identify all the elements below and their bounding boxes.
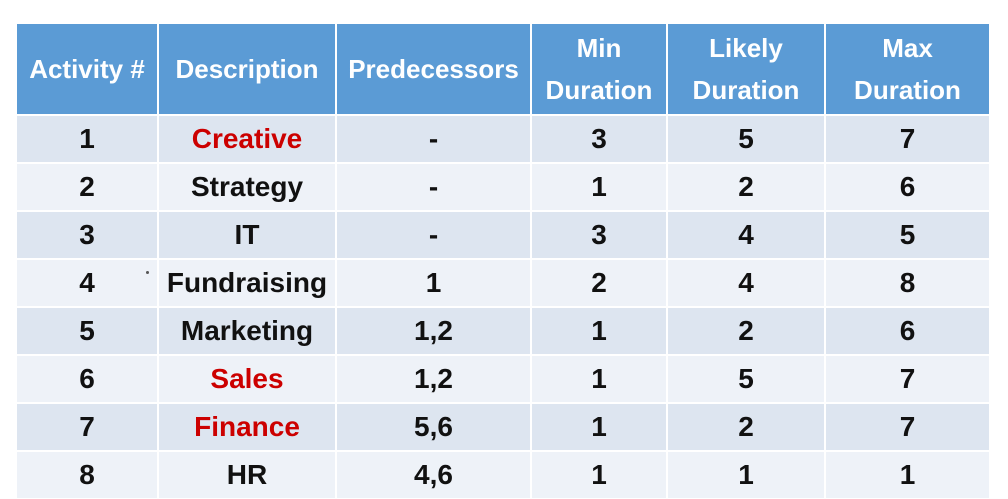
cell-likely-duration: 5	[667, 114, 826, 163]
table-row: 6 Sales 1,2 1 5 7	[17, 354, 989, 403]
cell-max-duration: 6	[825, 162, 989, 211]
cell-max-duration: 8	[825, 258, 989, 307]
cell-min-duration: 1	[531, 450, 668, 498]
cell-max-duration: 7	[825, 402, 989, 451]
cell-predecessors: 1,2	[336, 306, 532, 355]
cell-description: Strategy	[158, 162, 337, 211]
table-header-row: Activity # Description Predecessors Min …	[17, 24, 989, 115]
header-min-duration: Min Duration	[531, 24, 668, 115]
cell-description: Finance	[158, 402, 337, 451]
header-activity-number: Activity #	[17, 24, 159, 115]
cell-predecessors: -	[336, 162, 532, 211]
cell-min-duration: 1	[531, 402, 668, 451]
table-row: 7 Finance 5,6 1 2 7	[17, 402, 989, 451]
cell-activity: 6	[17, 354, 159, 403]
cell-max-duration: 7	[825, 114, 989, 163]
table-body: 1 Creative - 3 5 7 2 Strategy - 1 2 6 3 …	[17, 114, 989, 498]
cell-min-duration: 1	[531, 306, 668, 355]
cell-predecessors: 5,6	[336, 402, 532, 451]
cell-predecessors: 1,2	[336, 354, 532, 403]
cell-description: HR	[158, 450, 337, 498]
cell-description: Marketing	[158, 306, 337, 355]
table-row: 8 HR 4,6 1 1 1	[17, 450, 989, 498]
table-row: 4 Fundraising 1 2 4 8	[17, 258, 989, 307]
stray-dot-mark	[146, 271, 149, 274]
cell-predecessors: 1	[336, 258, 532, 307]
cell-activity: 3	[17, 210, 159, 259]
cell-description: IT	[158, 210, 337, 259]
cell-activity: 8	[17, 450, 159, 498]
cell-max-duration: 6	[825, 306, 989, 355]
cell-likely-duration: 4	[667, 210, 826, 259]
cell-max-duration: 1	[825, 450, 989, 498]
header-predecessors: Predecessors	[336, 24, 532, 115]
cell-likely-duration: 4	[667, 258, 826, 307]
header-likely-duration: Likely Duration	[667, 24, 826, 115]
cell-activity: 2	[17, 162, 159, 211]
cell-activity: 7	[17, 402, 159, 451]
cell-predecessors: 4,6	[336, 450, 532, 498]
cell-description: Sales	[158, 354, 337, 403]
activity-schedule-table: Activity # Description Predecessors Min …	[17, 24, 989, 498]
table-row: 2 Strategy - 1 2 6	[17, 162, 989, 211]
cell-likely-duration: 2	[667, 306, 826, 355]
header-description: Description	[158, 24, 337, 115]
cell-min-duration: 2	[531, 258, 668, 307]
cell-min-duration: 3	[531, 210, 668, 259]
cell-min-duration: 1	[531, 354, 668, 403]
cell-description: Creative	[158, 114, 337, 163]
cell-description: Fundraising	[158, 258, 337, 307]
cell-activity: 4	[17, 258, 159, 307]
cell-predecessors: -	[336, 114, 532, 163]
cell-likely-duration: 1	[667, 450, 826, 498]
cell-likely-duration: 5	[667, 354, 826, 403]
cell-predecessors: -	[336, 210, 532, 259]
cell-likely-duration: 2	[667, 402, 826, 451]
table-row: 3 IT - 3 4 5	[17, 210, 989, 259]
cell-likely-duration: 2	[667, 162, 826, 211]
header-max-duration: Max Duration	[825, 24, 989, 115]
table-row: 5 Marketing 1,2 1 2 6	[17, 306, 989, 355]
cell-max-duration: 5	[825, 210, 989, 259]
cell-min-duration: 1	[531, 162, 668, 211]
cell-activity: 1	[17, 114, 159, 163]
cell-max-duration: 7	[825, 354, 989, 403]
table-row: 1 Creative - 3 5 7	[17, 114, 989, 163]
cell-activity: 5	[17, 306, 159, 355]
cell-min-duration: 3	[531, 114, 668, 163]
